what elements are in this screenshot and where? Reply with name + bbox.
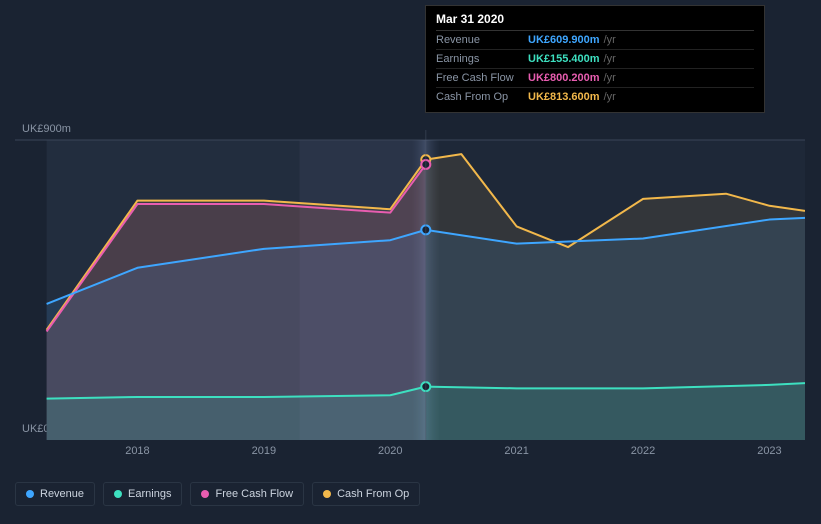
legend-item[interactable]: Free Cash Flow bbox=[190, 482, 304, 506]
chart-legend: Revenue Earnings Free Cash Flow Cash From O… bbox=[15, 482, 420, 506]
tooltip-row-label: Cash From Op bbox=[436, 91, 528, 103]
tooltip-row-unit: /yr bbox=[604, 53, 616, 65]
x-axis-tick: 2023 bbox=[757, 445, 781, 457]
chart-svg bbox=[15, 130, 805, 440]
x-axis-tick: 2020 bbox=[378, 445, 402, 457]
tooltip-row-label: Free Cash Flow bbox=[436, 72, 528, 84]
x-axis-tick: 2022 bbox=[631, 445, 655, 457]
legend-item[interactable]: Revenue bbox=[15, 482, 95, 506]
x-axis-tick: 2021 bbox=[504, 445, 528, 457]
tooltip-row-value: UK£155.400m bbox=[528, 53, 600, 65]
tooltip-row-label: Earnings bbox=[436, 53, 528, 65]
tooltip-row: RevenueUK£609.900m/yr bbox=[436, 31, 754, 50]
tooltip-row-value: UK£813.600m bbox=[528, 91, 600, 103]
chart-plot[interactable] bbox=[15, 130, 805, 440]
chart-tooltip: Mar 31 2020 RevenueUK£609.900m/yrEarning… bbox=[425, 5, 765, 113]
legend-label: Cash From Op bbox=[337, 488, 409, 500]
tooltip-row: Cash From OpUK£813.600m/yr bbox=[436, 88, 754, 106]
tooltip-row-unit: /yr bbox=[604, 34, 616, 46]
legend-label: Earnings bbox=[128, 488, 171, 500]
legend-dot-icon bbox=[26, 490, 34, 498]
tooltip-row: Free Cash FlowUK£800.200m/yr bbox=[436, 69, 754, 88]
legend-dot-icon bbox=[323, 490, 331, 498]
x-axis-tick: 2018 bbox=[125, 445, 149, 457]
tooltip-row-value: UK£609.900m bbox=[528, 34, 600, 46]
tooltip-row-unit: /yr bbox=[604, 91, 616, 103]
legend-dot-icon bbox=[201, 490, 209, 498]
tooltip-row-unit: /yr bbox=[604, 72, 616, 84]
tooltip-row-label: Revenue bbox=[436, 34, 528, 46]
tooltip-row-value: UK£800.200m bbox=[528, 72, 600, 84]
legend-dot-icon bbox=[114, 490, 122, 498]
legend-item[interactable]: Earnings bbox=[103, 482, 182, 506]
x-axis-tick: 2019 bbox=[252, 445, 276, 457]
legend-label: Revenue bbox=[40, 488, 84, 500]
tooltip-date: Mar 31 2020 bbox=[436, 12, 754, 31]
legend-label: Free Cash Flow bbox=[215, 488, 293, 500]
legend-item[interactable]: Cash From Op bbox=[312, 482, 420, 506]
tooltip-row: EarningsUK£155.400m/yr bbox=[436, 50, 754, 69]
x-axis-labels: 2018 2019 2020 2021 2022 2023 bbox=[15, 445, 805, 465]
